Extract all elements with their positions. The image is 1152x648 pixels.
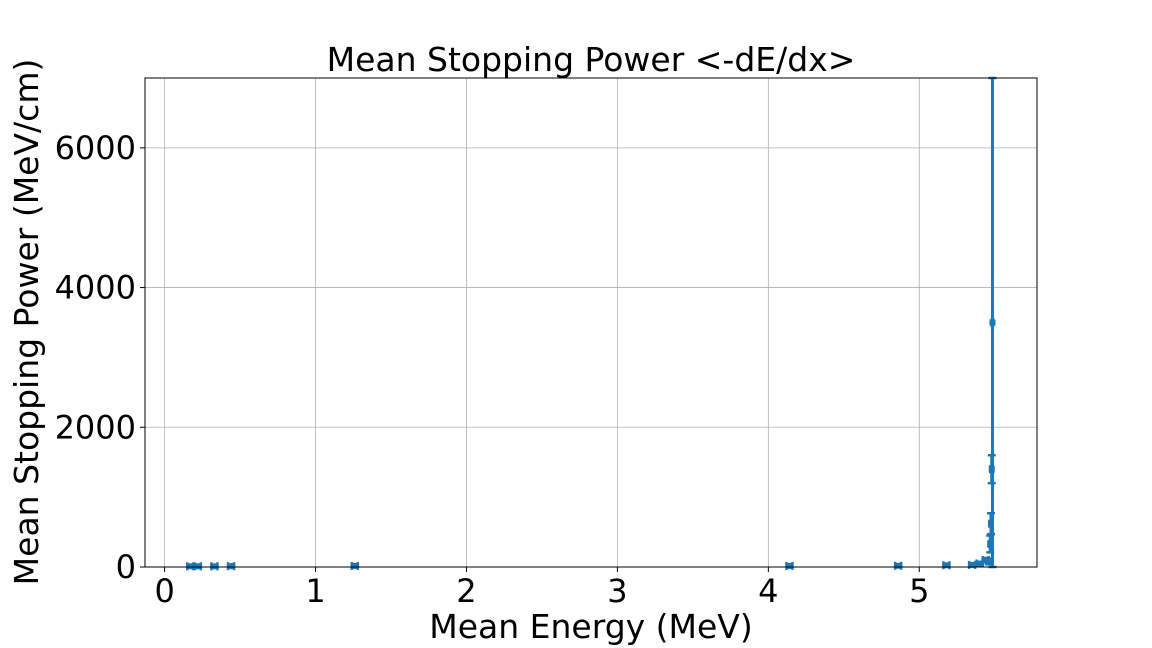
x-tick-label: 4 — [758, 572, 778, 610]
point-marker — [187, 563, 194, 570]
y-tick-label: 0 — [116, 548, 136, 586]
x-axis-label: Mean Energy (MeV) — [429, 607, 753, 646]
data-point — [967, 560, 977, 569]
data-point — [942, 561, 951, 570]
data-point — [350, 561, 360, 570]
y-tick-label: 2000 — [55, 408, 136, 446]
y-tick-label: 6000 — [55, 129, 136, 167]
data-point — [210, 562, 219, 571]
plot-frame — [144, 77, 1038, 568]
point-marker — [989, 319, 996, 326]
point-marker — [969, 561, 976, 568]
point-marker — [982, 557, 989, 564]
x-tick-label: 3 — [607, 572, 627, 610]
data-point — [193, 562, 203, 571]
data-point — [226, 562, 236, 571]
y-tick-label: 4000 — [55, 269, 136, 307]
point-marker — [943, 562, 950, 569]
x-tick-label: 0 — [154, 572, 174, 610]
point-marker — [228, 563, 235, 570]
point-marker — [985, 558, 992, 565]
plot-background — [145, 78, 1037, 567]
chart-title: Mean Stopping Power <-dE/dx> — [327, 40, 856, 79]
point-marker — [211, 563, 218, 570]
point-marker — [351, 562, 358, 569]
data-point — [984, 557, 993, 566]
point-marker — [976, 560, 983, 567]
data-point — [785, 561, 794, 570]
point-marker — [987, 520, 994, 527]
ticks: 0 1 2 3 4 5 0 2000 4000 6000 — [55, 129, 930, 610]
point-marker — [895, 562, 902, 569]
data-point — [186, 562, 195, 571]
x-tick-label: 1 — [305, 572, 325, 610]
y-axis-label: Mean Stopping Power (MeV/cm) — [7, 59, 46, 586]
point-marker — [987, 540, 994, 547]
point-marker — [194, 563, 201, 570]
x-tick-label: 5 — [909, 572, 929, 610]
data-point — [893, 561, 903, 570]
point-marker — [786, 562, 793, 569]
x-tick-label: 2 — [456, 572, 476, 610]
